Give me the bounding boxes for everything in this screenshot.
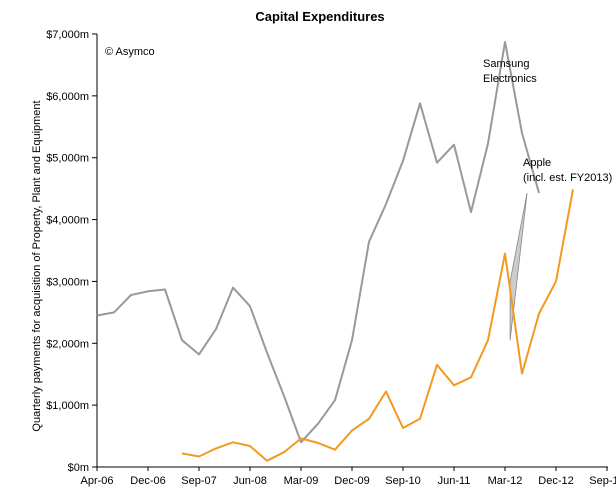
y-axis: $0m $1,000m $2,000m $3,000m $4,000m $5,000m $6… (46, 29, 98, 474)
apple-label-line-1: Apple (523, 157, 551, 169)
x-tick-label: Jun-08 (233, 475, 267, 487)
x-tick-label: Dec-06 (130, 475, 165, 487)
x-tick-label: Sep-10 (385, 475, 420, 487)
y-tick-label: $1,000m (46, 400, 89, 412)
samsung-series-label: Samsung Electronics (483, 58, 537, 85)
y-tick-label: $5,000m (46, 153, 89, 165)
x-ticks: Apr-06 Dec-06 Sep-07 Jun-08 Mar-09 Dec-09 Sep-… (80, 467, 616, 487)
gap-highlight-area (509, 192, 528, 341)
x-tick-label: Sep-07 (181, 475, 216, 487)
x-tick-label: Dec-09 (334, 475, 369, 487)
apple-series-label: Apple (incl. est. FY2013) (523, 157, 612, 184)
samsung-series-line (96, 41, 540, 444)
x-tick-label: Sep-13 (589, 475, 616, 487)
apple-series-line (181, 189, 574, 462)
samsung-label-line-1: Samsung (483, 58, 529, 70)
x-axis: Apr-06 Dec-06 Sep-07 Jun-08 Mar-09 Dec-09 Sep-… (80, 466, 616, 487)
y-tick-label: $0m (68, 462, 89, 474)
x-tick-label: Mar-12 (488, 475, 523, 487)
x-tick-label: Dec-12 (538, 475, 573, 487)
y-tick-label: $3,000m (46, 276, 89, 288)
x-tick-label: Jun-11 (438, 475, 471, 487)
apple-label-line-2: (incl. est. FY2013) (523, 172, 612, 184)
x-tick-label: Mar-09 (284, 475, 319, 487)
chart-title: Capital Expenditures (255, 9, 384, 24)
y-ticks: $0m $1,000m $2,000m $3,000m $4,000m $5,000m $6… (46, 29, 97, 474)
y-axis-label: Quarterly payments for acquisition of Pr… (31, 100, 43, 431)
x-tick-label: Apr-06 (80, 475, 113, 487)
y-tick-label: $6,000m (46, 91, 89, 103)
y-tick-label: $4,000m (46, 215, 89, 227)
samsung-label-line-2: Electronics (483, 73, 537, 85)
copyright-label: © Asymco (105, 46, 155, 58)
y-tick-label: $2,000m (46, 338, 89, 350)
y-tick-label: $7,000m (46, 29, 89, 41)
